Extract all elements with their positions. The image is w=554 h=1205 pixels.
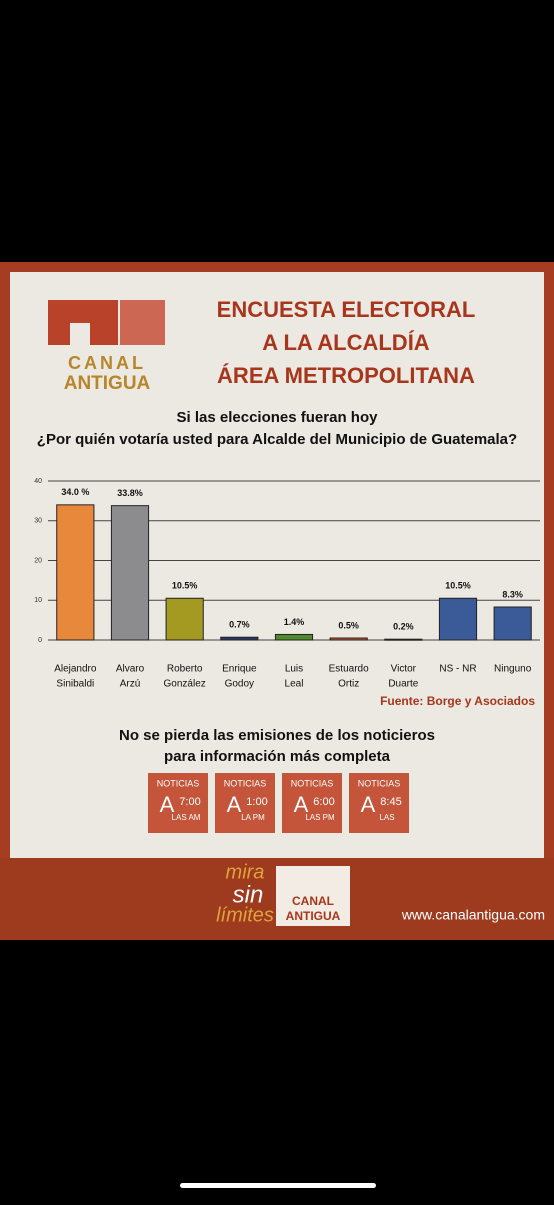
news-box-sub: LAS PM [305,813,335,822]
value-label: 1.4% [284,617,305,627]
title: ENCUESTA ELECTORAL [217,297,476,322]
news-box-sub: LA PM [241,813,265,822]
value-label: 0.2% [393,622,414,632]
x-tick-label: Estuardo [329,664,369,675]
x-tick-label: Luis [285,664,303,675]
news-box-letter: A [160,792,175,817]
bar [220,636,259,641]
x-tick-label: Victor [391,664,417,675]
value-label: 0.7% [229,620,250,630]
slogan: sin [233,881,264,908]
y-tick-label: 40 [34,478,42,485]
value-label: 0.5% [338,620,359,630]
logo-text: CANAL [68,353,146,373]
promo-text: para información más completa [164,748,391,765]
x-tick-label: Arzú [120,679,141,690]
logo-text: ANTIGUA [64,373,151,394]
x-tick-label: Alvaro [116,664,145,675]
news-box-letter: A [227,792,242,817]
bar [56,504,95,641]
value-label: 34.0 % [61,487,89,497]
x-tick-label: Leal [285,679,304,690]
footer-logo [276,866,350,926]
bar [438,597,478,641]
news-box [215,773,275,833]
bar [110,505,150,641]
chart-title: Si las elecciones fueran hoy [177,409,379,426]
y-tick-label: 10 [34,597,42,604]
news-box [148,773,208,833]
bar [493,606,532,641]
source: Fuente: Borge y Asociados [380,694,535,708]
logo-mark [120,300,165,345]
logo-mark [48,300,118,345]
news-box-label: NOTICIAS [291,778,334,788]
news-box-sub: LAS [379,813,394,822]
x-tick-label: NS - NR [439,664,476,675]
news-box-letter: A [361,792,376,817]
value-label: 10.5% [172,581,198,591]
x-tick-label: Alejandro [54,664,97,675]
title: ÁREA METROPOLITANA [217,363,475,388]
news-box-time: 6:00 [313,796,334,808]
news-box-label: NOTICIAS [224,778,267,788]
value-label: 10.5% [445,581,471,591]
x-tick-label: Ortiz [338,679,359,690]
news-box-label: NOTICIAS [157,778,200,788]
footer-logo-text: ANTIGUA [286,909,341,923]
slogan: límites [216,904,274,926]
url: www.canalantigua.com [401,907,545,923]
news-box-time: 7:00 [179,796,200,808]
x-tick-label: Sinibaldi [56,679,94,690]
bar [274,633,314,641]
x-tick-label: González [164,679,206,690]
footer-logo-text: CANAL [292,894,334,908]
x-tick-label: Enrique [222,664,257,675]
news-box-letter: A [294,792,309,817]
bar [384,638,423,641]
ad-panel [10,272,544,862]
value-label: 33.8% [117,488,143,498]
x-tick-label: Godoy [225,679,254,690]
y-tick-label: 0 [38,637,42,644]
news-box [282,773,342,833]
x-tick-label: Roberto [167,664,203,675]
y-tick-label: 20 [34,557,42,564]
news-box [349,773,409,833]
news-box-time: 1:00 [246,796,267,808]
title: A LA ALCALDÍA [262,330,430,355]
bar [329,637,368,641]
x-tick-label: Duarte [388,679,418,690]
value-label: 8.3% [502,589,523,599]
news-box-time: 8:45 [380,796,401,808]
chart-title: ¿Por quién votaría usted para Alcalde de… [37,431,517,448]
news-box-sub: LAS AM [172,813,201,822]
home-indicator [180,1183,376,1188]
promo-text: No se pierda las emisiones de los notici… [119,727,435,744]
slogan: mira [226,861,265,883]
y-tick-label: 30 [34,518,42,525]
news-box-label: NOTICIAS [358,778,401,788]
bar [165,597,204,641]
x-tick-label: Ninguno [494,664,532,675]
